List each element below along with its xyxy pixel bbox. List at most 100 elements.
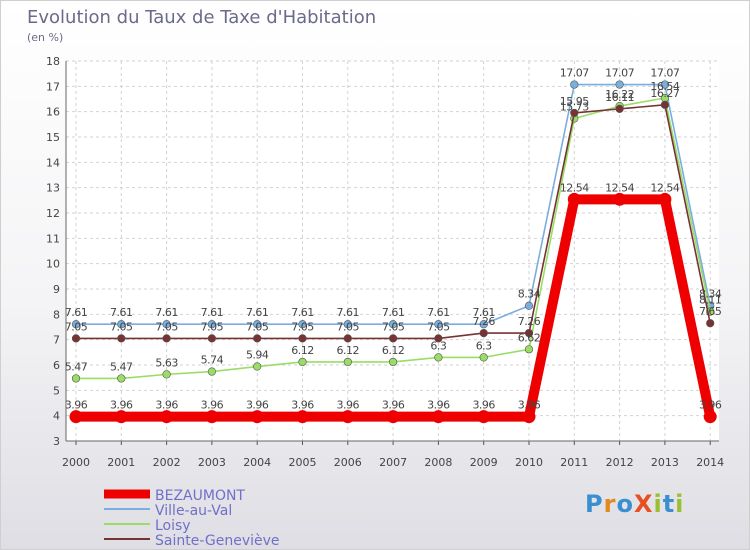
data-label: 7.05 <box>337 320 360 333</box>
data-label: 15.73 <box>560 101 589 114</box>
data-point <box>613 192 627 206</box>
data-label: 8.34 <box>699 288 722 301</box>
data-point <box>431 410 445 424</box>
data-point <box>479 328 488 338</box>
data-point <box>296 410 309 424</box>
data-label: 3.96 <box>382 399 405 412</box>
data-label: 7.05 <box>155 320 178 333</box>
data-point <box>162 334 171 343</box>
data-label: 7.65 <box>699 305 722 318</box>
data-point <box>434 353 443 362</box>
y-tick-label: 18 <box>46 55 60 68</box>
data-point <box>479 353 488 362</box>
data-point <box>343 320 352 329</box>
data-point <box>253 362 262 371</box>
data-label: 7.26 <box>518 315 541 328</box>
data-label: 5.47 <box>65 360 88 373</box>
data-point <box>615 80 624 89</box>
data-label: 7.26 <box>472 315 495 328</box>
legend-entry: Ville-au-Val <box>155 503 232 519</box>
data-point <box>570 80 579 89</box>
data-point <box>205 410 219 424</box>
data-point <box>522 410 536 424</box>
data-point <box>298 320 307 329</box>
data-label: 3.96 <box>337 399 360 412</box>
plot-area <box>66 61 719 441</box>
logo-letter: i <box>675 490 685 518</box>
data-point <box>343 357 352 367</box>
data-point <box>71 320 81 329</box>
y-tick-label: 10 <box>46 258 60 271</box>
data-label: 12.54 <box>650 181 679 194</box>
data-point <box>477 410 491 424</box>
data-point <box>162 370 171 379</box>
data-point <box>570 108 579 118</box>
data-point <box>71 374 81 383</box>
data-point <box>253 320 262 329</box>
data-label: 7.61 <box>291 306 314 319</box>
data-label: 3.96 <box>291 399 314 412</box>
data-point <box>524 345 534 354</box>
data-label: 7.61 <box>246 306 269 319</box>
data-point <box>658 192 672 206</box>
x-tick-label: 2006 <box>334 456 362 469</box>
data-point <box>117 374 126 383</box>
y-tick-label: 15 <box>46 131 60 144</box>
x-tick-label: 2011 <box>560 456 588 469</box>
data-point <box>524 328 534 338</box>
x-tick-label: 2010 <box>515 456 543 469</box>
data-label: 3.96 <box>246 399 269 412</box>
data-point <box>703 410 717 424</box>
data-label: 7.61 <box>110 306 133 319</box>
data-label: 7.61 <box>382 306 405 319</box>
data-point <box>341 410 355 424</box>
data-point <box>207 334 216 343</box>
data-point <box>343 334 352 343</box>
data-point <box>434 334 443 343</box>
data-label: 7.05 <box>291 320 314 333</box>
x-tick-label: 2004 <box>243 456 271 469</box>
data-point <box>660 80 670 89</box>
logo-letter: P <box>585 490 604 518</box>
data-label: 3.96 <box>518 399 541 412</box>
data-label: 3.96 <box>699 399 722 412</box>
data-point <box>298 357 307 367</box>
data-point <box>479 320 488 329</box>
data-point <box>250 410 264 424</box>
data-label: 6.3 <box>430 339 446 352</box>
y-tick-label: 9 <box>53 283 60 296</box>
data-point <box>114 410 128 424</box>
proxiti-logo: ProXiti <box>585 490 684 518</box>
data-label: 16.54 <box>650 80 679 93</box>
data-label: 17.07 <box>605 67 634 80</box>
data-point <box>386 410 400 424</box>
x-tick-label: 2000 <box>62 456 90 469</box>
y-tick-label: 14 <box>46 156 60 169</box>
data-point <box>117 320 126 329</box>
y-tick-label: 6 <box>53 359 60 372</box>
data-label: 15.95 <box>560 95 589 108</box>
data-point <box>253 334 262 343</box>
data-label: 7.61 <box>427 306 450 319</box>
y-tick-label: 3 <box>53 435 60 448</box>
data-point <box>660 100 670 109</box>
data-point <box>524 301 534 310</box>
data-point <box>434 320 443 329</box>
data-point <box>567 192 581 206</box>
data-point <box>389 357 398 367</box>
data-label: 6.3 <box>476 339 492 352</box>
legend-entry: BEZAUMONT <box>155 488 245 504</box>
data-point <box>389 320 398 329</box>
data-label: 16.27 <box>650 87 679 100</box>
data-point <box>69 410 83 424</box>
data-label: 17.07 <box>650 67 679 80</box>
data-label: 8.11 <box>699 294 722 307</box>
x-tick-label: 2003 <box>198 456 226 469</box>
data-label: 3.96 <box>110 399 133 412</box>
logo-letter: r <box>603 490 617 518</box>
data-label: 6.12 <box>291 344 314 357</box>
y-tick-label: 7 <box>53 334 60 347</box>
data-label: 3.96 <box>427 399 450 412</box>
data-label: 8.34 <box>518 288 541 301</box>
